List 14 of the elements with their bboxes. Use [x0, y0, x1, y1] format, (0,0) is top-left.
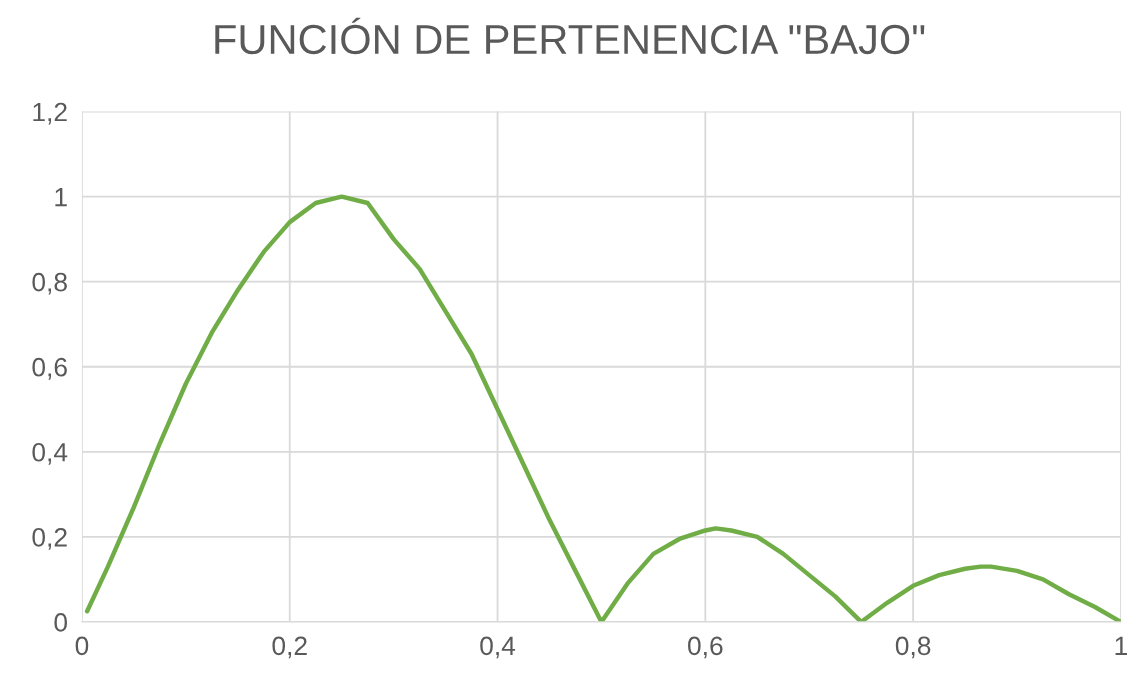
x-tick-label: 1 [1115, 636, 1127, 655]
x-tick-label: 0 [75, 636, 89, 656]
y-tick-label: 0,4 [32, 442, 68, 465]
y-tick-label: 1,2 [33, 102, 67, 125]
x-tick-label: 0,2 [272, 636, 307, 659]
y-tick-label: 0,2 [32, 527, 67, 550]
x-tick-label: 0,4 [480, 636, 516, 659]
y-tick-label: 1 [55, 188, 67, 207]
y-tick-label: 0 [54, 613, 68, 632]
chart-title: FUNCIÓN DE PERTENENCIA "BAJO" [215, 17, 925, 55]
y-tick-label: 0,8 [32, 272, 67, 295]
x-tick-label: 0,8 [895, 636, 931, 659]
y-tick-label: 0,6 [32, 357, 67, 380]
x-tick-label: 0,6 [688, 636, 723, 659]
